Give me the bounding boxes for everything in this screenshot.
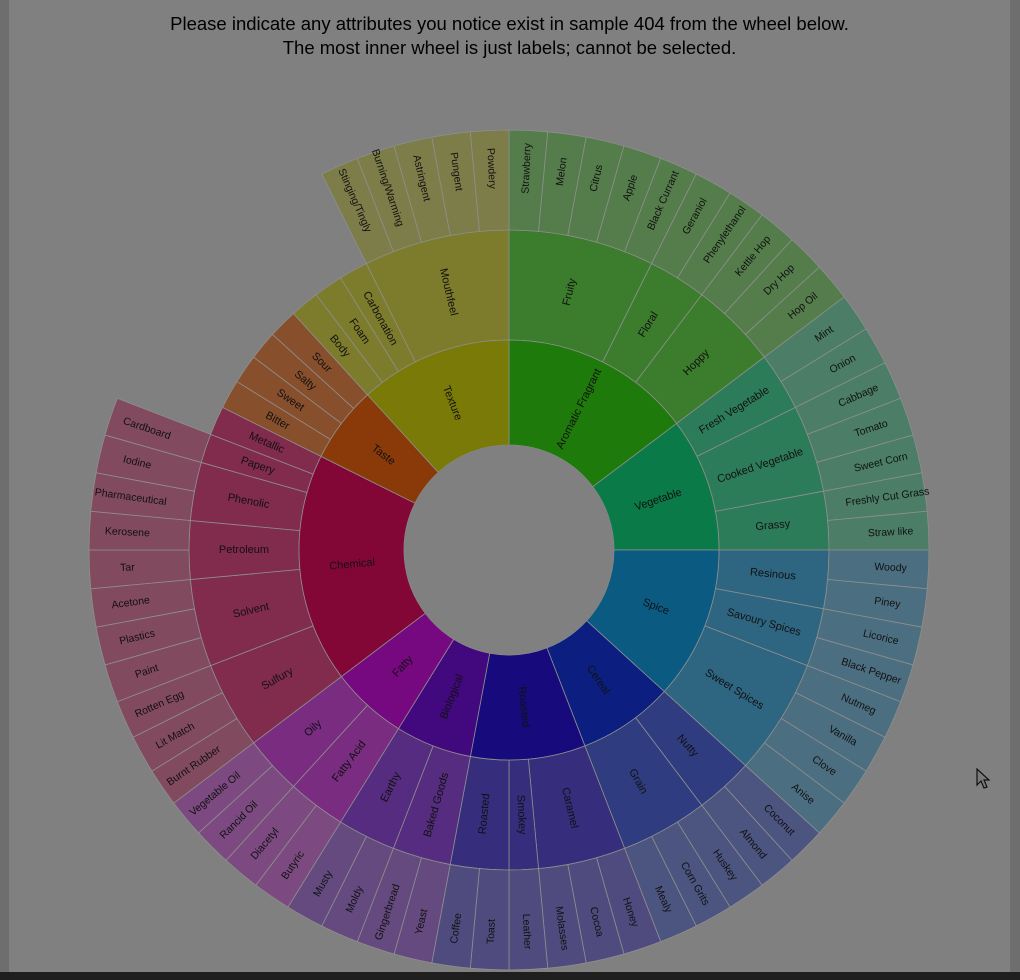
label-petroleum: Petroleum — [219, 544, 269, 556]
window-left-edge — [0, 0, 9, 972]
leaf-label-strawberry: Strawberry — [519, 142, 533, 194]
label-resinous: Resinous — [749, 566, 796, 582]
leaf-label-tar: Tar — [120, 561, 136, 574]
survey-page: Please indicate any attributes you notic… — [9, 0, 1010, 972]
instructions-text: Please indicate any attributes you notic… — [9, 12, 1010, 60]
mouse-cursor-icon — [976, 768, 990, 789]
leaf-powdery[interactable] — [469, 129, 510, 232]
instructions-line-1: Please indicate any attributes you notic… — [170, 13, 849, 34]
leaf-label-acetone: Acetone — [111, 594, 151, 611]
leaf-label-coffee: Coffee — [448, 912, 464, 944]
label-grassy: Grassy — [755, 518, 791, 533]
leaf-label-straw-like: Straw like — [868, 525, 914, 539]
leaf-label-kerosene: Kerosene — [105, 525, 151, 539]
label-smokey: Smokey — [514, 795, 528, 836]
window-right-edge — [1010, 0, 1020, 972]
leaf-label-leather: Leather — [520, 914, 534, 951]
category-label-roasted: Roasted — [516, 686, 532, 728]
leaf-label-pungent: Pungent — [448, 151, 465, 191]
leaf-label-woody: Woody — [874, 561, 908, 575]
leaf-label-yeast: Yeast — [413, 908, 431, 936]
bottom-bar — [0, 972, 1020, 980]
instructions-line-2: The most inner wheel is just labels; can… — [282, 37, 737, 58]
label-roasted: Roasted — [477, 793, 493, 835]
wheel-center — [404, 445, 614, 655]
category-label-chemical: Chemical — [329, 556, 376, 572]
leaf-label-toast: Toast — [485, 919, 498, 945]
leaf-label-piney: Piney — [874, 595, 902, 611]
leaf-label-powdery: Powdery — [484, 148, 498, 190]
leaf-label-melon: Melon — [554, 157, 570, 187]
